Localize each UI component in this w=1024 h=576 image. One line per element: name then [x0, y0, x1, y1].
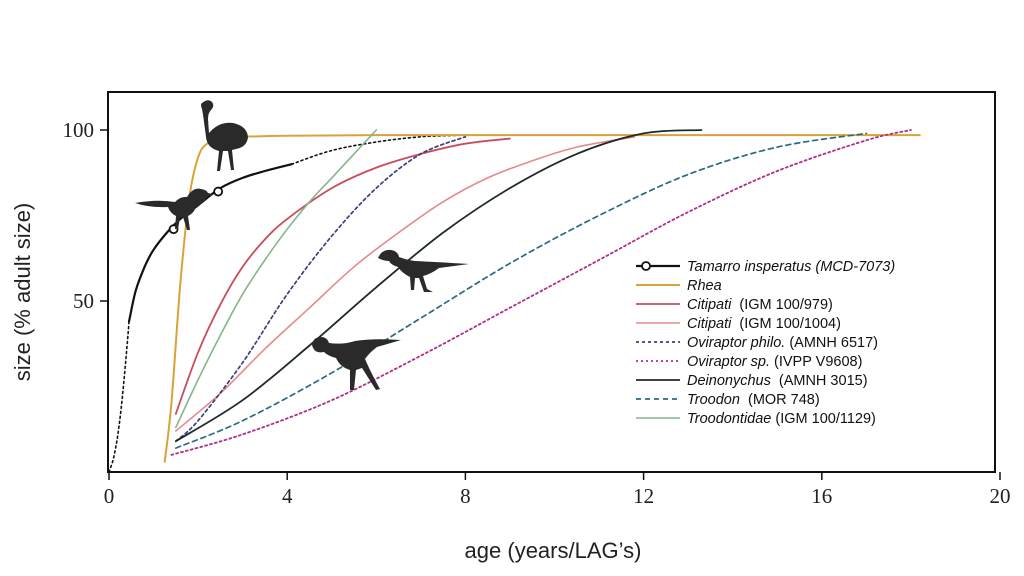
series-line-deinonychus — [174, 129, 703, 443]
legend-label: Deinonychus (AMNH 3015) — [687, 373, 868, 389]
x-tick-label: 20 — [990, 484, 1011, 508]
x-tick-label: 12 — [633, 484, 654, 508]
legend-label: Oviraptor philo. (AMNH 6517) — [687, 335, 878, 351]
legend-entry-troodon: Troodon (MOR 748) — [636, 392, 820, 408]
series-line-tamarro_extrap — [108, 134, 467, 472]
rhea-silhouette-icon — [201, 100, 248, 171]
legend-label: Tamarro insperatus (MCD-7073) — [687, 259, 895, 275]
series-line-troodontidae — [175, 129, 378, 429]
tamarro-silhouette-icon — [135, 188, 213, 230]
legend-entry-citipati_979: Citipati (IGM 100/979) — [636, 297, 833, 313]
y-tick-label: 50 — [73, 289, 94, 313]
legend-label: Oviraptor sp. (IVPP V9608) — [687, 354, 862, 370]
citipati-silhouette-icon — [378, 249, 469, 292]
y-tick-label: 100 — [63, 118, 95, 142]
x-tick-label: 16 — [811, 484, 832, 508]
x-tick-label: 4 — [282, 484, 293, 508]
series-line-tamarro — [127, 163, 293, 323]
x-axis-title: age (years/LAG’s) — [465, 538, 642, 563]
legend-label: Rhea — [687, 278, 722, 294]
legend-label: Troodon (MOR 748) — [687, 392, 820, 408]
legend-entry-citipati_1004: Citipati (IGM 100/1004) — [636, 316, 841, 332]
legend-entry-oviraptor_sp: Oviraptor sp. (IVPP V9608) — [636, 354, 862, 370]
x-tick-label: 8 — [460, 484, 471, 508]
legend-entry-troodontidae: Troodontidae (IGM 100/1129) — [636, 411, 876, 427]
legend-entry-tamarro: Tamarro insperatus (MCD-7073) — [636, 259, 895, 275]
series-line-oviraptor_philo — [174, 135, 467, 443]
plot-frame — [107, 91, 996, 473]
deinonychus-silhouette-icon — [312, 337, 401, 390]
series-line-oviraptor_sp — [170, 129, 912, 456]
legend-entry-deinonychus: Deinonychus (AMNH 3015) — [636, 373, 868, 389]
series-line-citipati_1004 — [175, 136, 636, 432]
legend-marker — [641, 261, 651, 271]
x-tick-label: 0 — [104, 484, 115, 508]
series-line-troodon — [174, 132, 868, 449]
legend-entry-oviraptor_philo: Oviraptor philo. (AMNH 6517) — [636, 335, 878, 351]
legend-label: Citipati (IGM 100/979) — [687, 297, 833, 313]
axis-ticks: 0 4 8 12 16 20 50 100 — [63, 118, 1011, 508]
legend-label: Troodontidae (IGM 100/1129) — [687, 411, 876, 427]
legend-label: Citipati (IGM 100/1004) — [687, 316, 841, 332]
series-markers — [168, 186, 224, 235]
legend: Tamarro insperatus (MCD-7073) Rhea Citipat… — [636, 259, 895, 427]
y-axis-title: size (% adult size) — [10, 203, 35, 382]
legend-entry-rhea: Rhea — [636, 278, 722, 294]
data-point-marker — [213, 186, 224, 197]
series-line-citipati_979 — [174, 137, 511, 415]
